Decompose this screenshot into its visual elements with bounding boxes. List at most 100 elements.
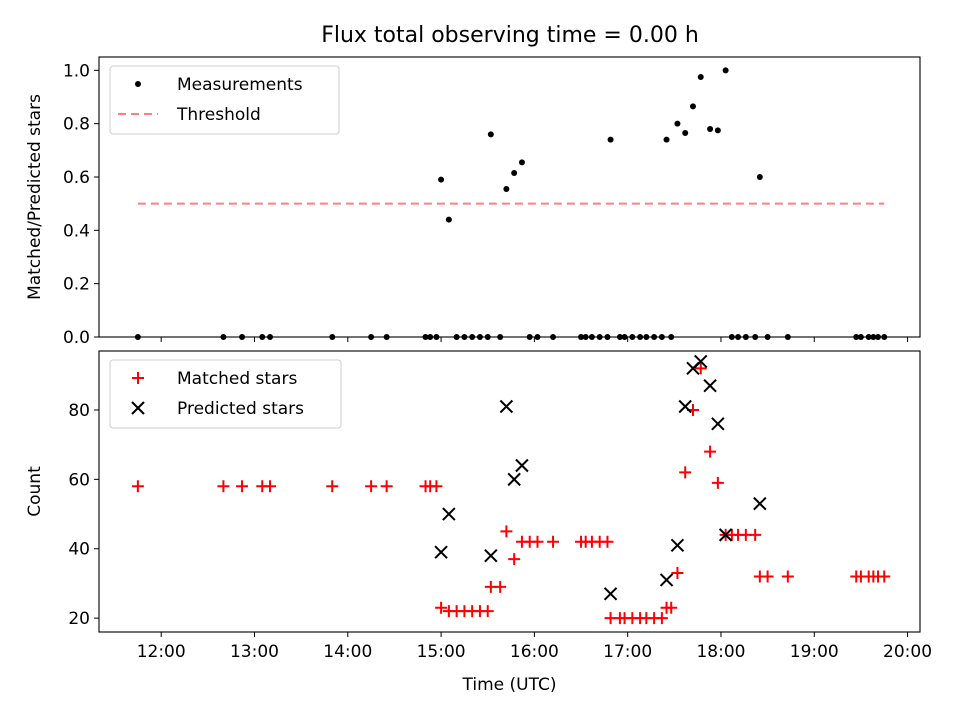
data-point	[881, 334, 888, 340]
data-point	[534, 334, 541, 340]
legend-x-icon	[131, 401, 145, 415]
data-point	[663, 136, 670, 143]
data-point	[503, 186, 510, 192]
data-point-plus	[655, 612, 668, 625]
data-point	[682, 130, 689, 136]
data-point-plus	[494, 580, 507, 593]
legend: Matched stars Predicted stars	[109, 359, 342, 429]
data-point-plus	[264, 480, 277, 493]
data-point	[875, 334, 882, 340]
data-point-x	[753, 496, 767, 511]
data-point	[438, 176, 445, 183]
data-point	[697, 74, 704, 80]
data-point-plus	[704, 445, 717, 458]
ratio-panel: 0.0 0.2 0.4 0.6 0.8 1.0 Matched/Predicted star…	[25, 56, 921, 348]
data-point-x	[434, 545, 448, 559]
data-point	[607, 136, 614, 143]
data-point	[689, 103, 696, 110]
data-point	[427, 334, 434, 340]
data-point-plus	[131, 480, 144, 493]
data-point-x	[670, 538, 685, 552]
data-point	[329, 334, 336, 340]
data-point-x	[499, 399, 514, 414]
data-point	[735, 334, 742, 340]
data-point	[433, 334, 440, 340]
y-tick-label: 1.0	[63, 61, 90, 81]
chart-title: Flux total observing time = 0.00 h	[321, 23, 699, 48]
y-tick-label: 0.2	[63, 275, 90, 295]
data-point-plus	[481, 605, 494, 618]
data-point	[722, 67, 729, 74]
x-tick-label: 12:00	[137, 642, 186, 662]
legend-dot-icon	[135, 81, 141, 87]
data-point-plus	[601, 535, 614, 548]
data-point	[658, 334, 665, 340]
y-tick-label: 40	[68, 540, 90, 560]
data-point	[267, 334, 274, 340]
data-point	[484, 334, 491, 340]
data-point	[383, 334, 390, 340]
data-point	[764, 334, 771, 340]
data-point	[668, 334, 675, 340]
data-point-x	[711, 417, 725, 431]
data-point-x	[678, 399, 692, 414]
series-measurements	[134, 67, 888, 340]
data-point-x	[515, 458, 529, 473]
legend: Measurements Threshold	[109, 65, 340, 135]
y-tick-label: 0.8	[63, 115, 90, 135]
data-point-x	[484, 548, 498, 563]
data-point	[476, 334, 483, 340]
series-matched-stars	[131, 362, 891, 625]
data-point-x	[703, 378, 717, 393]
data-point	[445, 216, 452, 223]
data-point	[497, 334, 504, 340]
data-point	[870, 334, 877, 340]
x-tick-label: 15:00	[417, 642, 466, 662]
y-tick-label: 80	[68, 401, 90, 421]
data-point	[469, 334, 476, 340]
data-point	[453, 334, 460, 340]
data-point-plus	[500, 525, 513, 538]
data-point	[604, 334, 611, 340]
data-point	[511, 170, 518, 176]
data-point-plus	[326, 480, 339, 493]
data-point-plus	[761, 570, 774, 583]
data-point	[865, 334, 872, 340]
data-point	[752, 334, 759, 340]
data-point-plus	[711, 476, 724, 489]
data-point	[518, 159, 525, 166]
series-predicted-stars	[434, 354, 767, 601]
data-point-plus	[547, 535, 560, 548]
x-tick-label: 16:00	[510, 642, 559, 662]
data-point-plus	[380, 480, 393, 493]
data-point-x	[718, 528, 733, 542]
y-tick-label: 0.6	[63, 168, 90, 188]
data-point	[422, 334, 429, 340]
data-point	[588, 334, 595, 340]
y-axis-label: Matched/Predicted stars	[25, 94, 45, 300]
data-point-plus	[236, 480, 249, 493]
data-point	[742, 334, 749, 340]
data-point	[596, 334, 603, 340]
data-point	[643, 334, 650, 340]
x-tick-label: 20:00	[883, 642, 932, 662]
legend-plus-icon	[132, 372, 144, 384]
data-point-plus	[365, 480, 378, 493]
data-point	[582, 334, 589, 340]
y-tick-label: 0.4	[63, 221, 90, 241]
data-point	[621, 334, 628, 340]
data-point-plus	[749, 528, 762, 541]
legend-label: Measurements	[177, 75, 303, 95]
data-point-plus	[531, 535, 544, 548]
legend-label: Threshold	[176, 105, 261, 125]
data-point-plus	[217, 480, 230, 493]
data-point-plus	[671, 567, 684, 580]
data-point	[629, 334, 636, 340]
x-tick-label: 13:00	[230, 642, 279, 662]
data-point-x	[694, 354, 708, 369]
data-point	[637, 334, 644, 340]
count-panel: 12:00 13:00 14:00 15:00 16:00 17:00 18:00 19:00…	[25, 350, 932, 695]
legend-label: Matched stars	[177, 369, 297, 389]
data-point	[239, 334, 246, 340]
